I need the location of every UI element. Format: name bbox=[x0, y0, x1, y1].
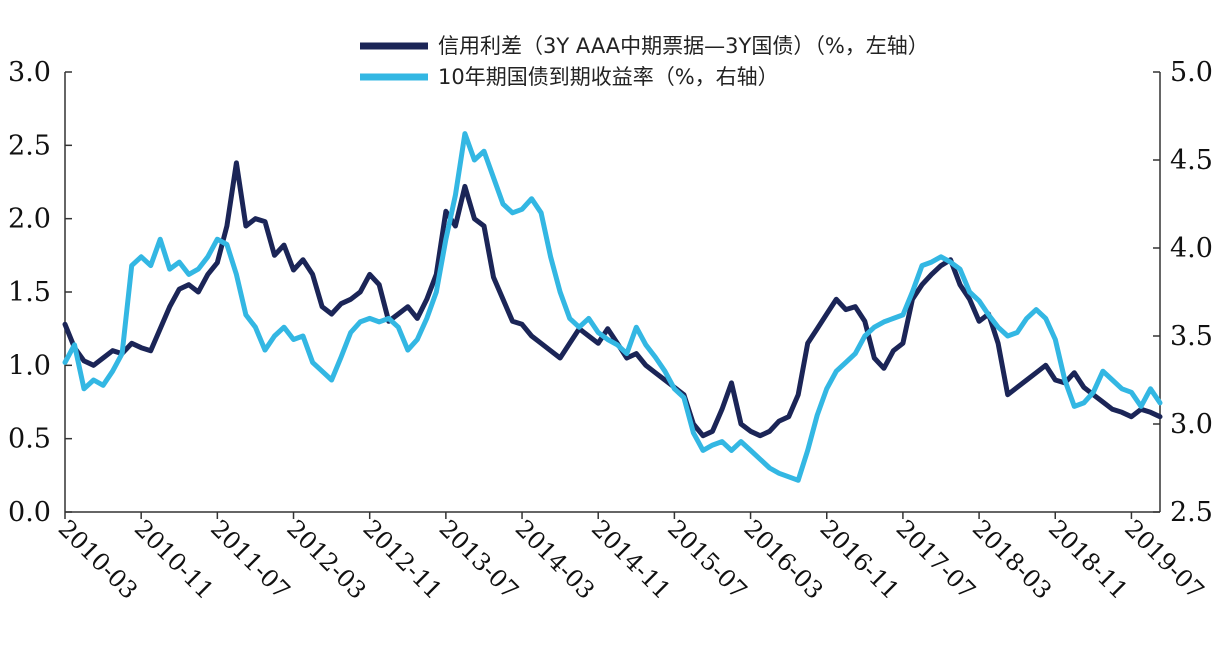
series-line-10y-yield bbox=[62, 131, 1163, 483]
right-y-tick-label: 3.0 bbox=[1170, 409, 1213, 440]
left-y-tick-label: 3.0 bbox=[8, 57, 51, 88]
x-tick-label: 2018-11 bbox=[1043, 514, 1133, 604]
right-y-tick-label: 5.0 bbox=[1170, 57, 1213, 88]
left-y-tick-label: 2.0 bbox=[8, 204, 51, 235]
right-y-tick-label: 4.5 bbox=[1170, 145, 1213, 176]
right-y-tick-label: 3.5 bbox=[1170, 321, 1213, 352]
x-tick-label: 2017-07 bbox=[891, 514, 981, 604]
legend-label-10y-yield: 10年期国债到期收益率（%，右轴） bbox=[438, 65, 779, 89]
right-y-tick-label: 4.0 bbox=[1170, 233, 1213, 264]
x-tick-label: 2016-11 bbox=[814, 514, 904, 604]
chart-legend: 信用利差（3Y AAA中期票据—3Y国债）（%，左轴） 10年期国债到期收益率（… bbox=[360, 34, 929, 89]
left-y-tick-label: 1.5 bbox=[8, 277, 51, 308]
x-tick-label: 2015-07 bbox=[662, 514, 752, 604]
x-tick-label: 2011-07 bbox=[205, 514, 295, 604]
x-tick-label: 2014-11 bbox=[586, 514, 676, 604]
left-y-tick-label: 0.0 bbox=[8, 497, 51, 528]
x-tick-label: 2016-03 bbox=[738, 514, 828, 604]
x-tick-label: 2012-03 bbox=[281, 514, 371, 604]
left-y-tick-label: 0.5 bbox=[8, 424, 51, 455]
x-tick-label: 2012-11 bbox=[357, 514, 447, 604]
series-line-credit-spread bbox=[62, 160, 1163, 439]
chart-series bbox=[62, 131, 1163, 483]
x-tick-label: 2010-11 bbox=[129, 514, 219, 604]
x-tick-label: 2013-07 bbox=[434, 514, 524, 604]
left-y-tick-label: 1.0 bbox=[8, 350, 51, 381]
x-tick-label: 2010-03 bbox=[53, 514, 143, 604]
x-tick-label: 2014-03 bbox=[510, 514, 600, 604]
x-tick-label: 2018-03 bbox=[967, 514, 1057, 604]
left-y-tick-label: 2.5 bbox=[8, 130, 51, 161]
right-y-tick-label: 2.5 bbox=[1170, 497, 1213, 528]
legend-label-credit-spread: 信用利差（3Y AAA中期票据—3Y国债）（%，左轴） bbox=[438, 34, 929, 58]
